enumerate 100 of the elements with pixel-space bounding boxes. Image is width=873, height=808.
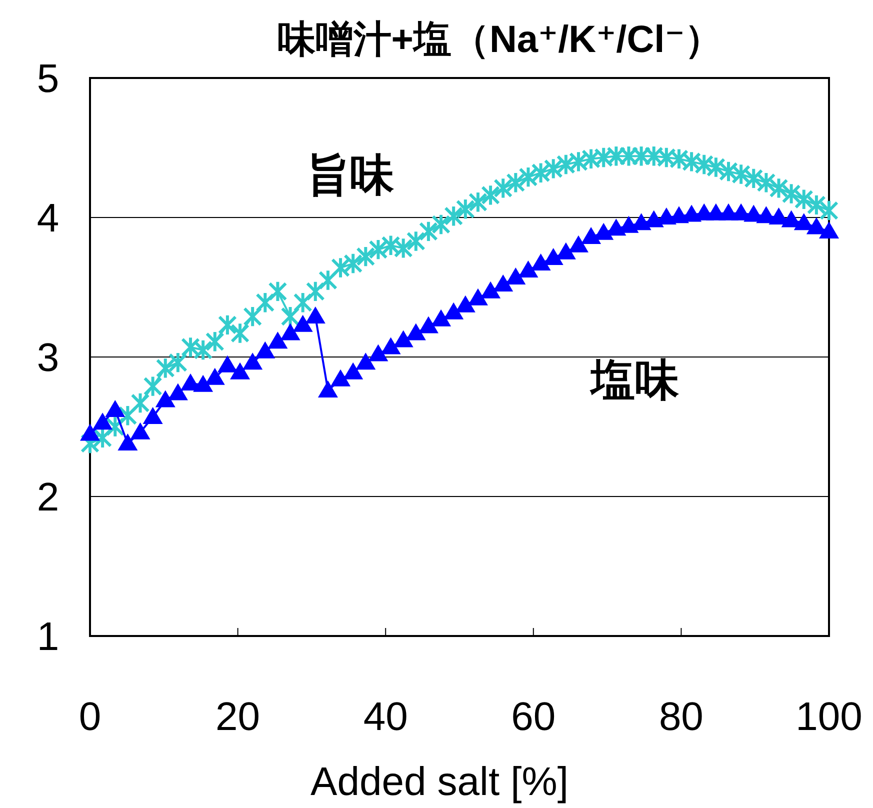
y-tick-label: 3	[36, 336, 60, 380]
annotation: 塩味	[589, 356, 680, 405]
point	[242, 352, 263, 370]
y-tick-label: 2	[36, 476, 60, 520]
x-tick-label: 100	[796, 695, 862, 739]
point	[194, 338, 213, 362]
point	[305, 306, 326, 324]
point	[706, 156, 726, 178]
point	[732, 163, 751, 186]
point	[218, 314, 237, 336]
point	[356, 352, 376, 370]
point	[217, 355, 238, 372]
point	[782, 182, 801, 205]
point	[656, 146, 676, 169]
point	[582, 148, 601, 170]
point	[168, 383, 188, 400]
point	[356, 245, 376, 268]
point	[255, 341, 276, 358]
point	[130, 422, 150, 440]
point	[468, 191, 488, 214]
point	[769, 177, 788, 200]
point	[168, 351, 188, 374]
point	[142, 406, 163, 424]
point	[106, 416, 125, 438]
point	[594, 146, 614, 169]
point	[268, 280, 288, 303]
point	[256, 291, 275, 314]
point	[280, 323, 300, 340]
x-tick-label: 40	[363, 695, 408, 739]
point	[330, 369, 351, 386]
point	[318, 269, 338, 292]
point	[230, 322, 250, 344]
point	[794, 188, 814, 210]
point	[193, 374, 214, 392]
point	[105, 400, 126, 418]
point	[518, 166, 538, 188]
point	[444, 205, 464, 228]
point	[456, 198, 475, 220]
point	[331, 256, 350, 279]
point	[156, 357, 175, 380]
point	[143, 375, 162, 398]
point	[394, 237, 413, 260]
point	[581, 227, 602, 244]
point	[292, 314, 313, 332]
point	[118, 433, 138, 450]
y-tick-label: 4	[36, 196, 60, 240]
point	[819, 221, 839, 238]
point	[368, 238, 388, 261]
y-tick-label: 5	[36, 57, 60, 101]
point	[444, 302, 464, 320]
point	[544, 158, 563, 180]
point	[480, 281, 501, 298]
point	[130, 392, 150, 414]
point	[343, 362, 364, 380]
point	[518, 260, 538, 278]
point	[80, 432, 100, 455]
point	[556, 153, 576, 176]
x-tick-label: 0	[78, 695, 102, 739]
point	[92, 412, 113, 430]
point	[820, 199, 838, 222]
point	[506, 172, 526, 194]
point	[718, 160, 738, 183]
x-tick-label: 80	[658, 695, 704, 739]
point	[568, 150, 588, 173]
point	[494, 177, 513, 200]
point	[744, 167, 764, 190]
point	[619, 145, 638, 168]
point	[644, 145, 664, 168]
point	[205, 330, 224, 353]
point	[181, 336, 200, 358]
annotation: 旨味	[306, 151, 395, 200]
point	[669, 148, 688, 170]
chart-title: 味噌汁+塩（Na⁺/K⁺/Cl⁻）	[277, 19, 723, 61]
point	[380, 337, 401, 354]
point	[406, 323, 426, 340]
point	[418, 220, 438, 243]
point	[493, 274, 514, 292]
point	[481, 184, 500, 206]
point	[632, 145, 651, 168]
point	[243, 305, 262, 328]
point	[80, 424, 100, 441]
point	[381, 234, 400, 256]
point	[406, 230, 426, 252]
point	[318, 380, 338, 398]
point	[606, 145, 626, 168]
point	[682, 150, 702, 173]
x-tick-label: 20	[216, 695, 260, 739]
point	[280, 305, 300, 328]
point	[694, 153, 714, 176]
point	[293, 291, 312, 314]
x-tick-label: 60	[511, 695, 556, 739]
point	[368, 344, 388, 362]
point	[393, 330, 414, 348]
point	[756, 172, 776, 194]
point	[306, 280, 325, 303]
point	[431, 309, 452, 326]
point	[506, 267, 526, 284]
point	[118, 404, 138, 427]
x-axis-title: Added salt [%]	[310, 760, 568, 804]
point	[806, 194, 826, 216]
